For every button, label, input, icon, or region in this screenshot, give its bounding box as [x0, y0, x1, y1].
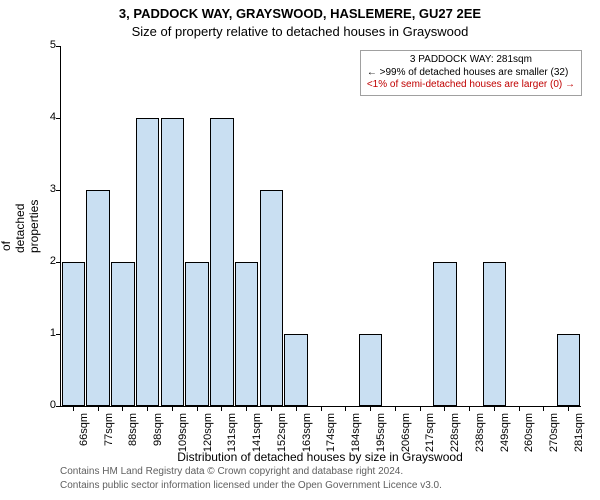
xtick-mark [172, 406, 173, 411]
xtick-label: 238sqm [474, 413, 486, 452]
histogram-bar [86, 190, 110, 406]
xtick-label: 228sqm [449, 413, 461, 452]
xtick-label: 66sqm [78, 413, 90, 446]
xtick-mark [543, 406, 544, 411]
legend-box: 3 PADDOCK WAY: 281sqm ← >99% of detached… [360, 50, 582, 96]
xtick-mark [147, 406, 148, 411]
histogram-bar [557, 334, 581, 406]
histogram-bar [260, 190, 284, 406]
xtick-label: 270sqm [548, 413, 560, 452]
ytick-mark [56, 406, 61, 407]
ytick-mark [56, 46, 61, 47]
xtick-label: 77sqm [103, 413, 115, 446]
ytick-mark [56, 118, 61, 119]
footer-line2: Contains public sector information licen… [60, 480, 442, 491]
xtick-label: 195sqm [375, 413, 387, 452]
xtick-mark [420, 406, 421, 411]
xtick-label: 163sqm [301, 413, 313, 452]
ytick-mark [56, 262, 61, 263]
xtick-label: 109sqm [177, 413, 189, 452]
histogram-bar [210, 118, 234, 406]
xtick-label: 152sqm [276, 413, 288, 452]
xtick-label: 141sqm [251, 413, 263, 452]
xtick-label: 249sqm [499, 413, 511, 452]
xtick-label: 281sqm [573, 413, 585, 452]
xtick-mark [444, 406, 445, 411]
xtick-mark [246, 406, 247, 411]
ytick-mark [56, 190, 61, 191]
xtick-mark [221, 406, 222, 411]
chart-title-line1: 3, PADDOCK WAY, GRAYSWOOD, HASLEMERE, GU… [0, 6, 600, 21]
xtick-label: 98sqm [152, 413, 164, 446]
xtick-mark [271, 406, 272, 411]
xtick-mark [345, 406, 346, 411]
xtick-mark [494, 406, 495, 411]
xtick-label: 131sqm [226, 413, 238, 452]
plot-area: 01234566sqm77sqm88sqm98sqm109sqm120sqm13… [60, 46, 581, 407]
histogram-bar [185, 262, 209, 406]
xtick-label: 184sqm [350, 413, 362, 452]
xtick-mark [568, 406, 569, 411]
footer-line1: Contains HM Land Registry data © Crown c… [60, 466, 403, 477]
xtick-label: 174sqm [326, 413, 338, 452]
histogram-bar [136, 118, 160, 406]
xtick-label: 260sqm [524, 413, 536, 452]
xtick-mark [395, 406, 396, 411]
xtick-mark [98, 406, 99, 411]
xtick-label: 206sqm [400, 413, 412, 452]
xtick-mark [519, 406, 520, 411]
histogram-bar [433, 262, 457, 406]
histogram-bar [62, 262, 86, 406]
ytick-label: 3 [26, 183, 56, 195]
ytick-label: 5 [26, 39, 56, 51]
ytick-label: 2 [26, 255, 56, 267]
x-axis-label: Distribution of detached houses by size … [0, 450, 600, 464]
histogram-bar [483, 262, 507, 406]
ytick-label: 1 [26, 327, 56, 339]
xtick-mark [296, 406, 297, 411]
xtick-mark [73, 406, 74, 411]
histogram-bar [359, 334, 383, 406]
chart-container: 3, PADDOCK WAY, GRAYSWOOD, HASLEMERE, GU… [0, 0, 600, 500]
legend-title: 3 PADDOCK WAY: 281sqm [367, 54, 575, 67]
legend-line1: ← >99% of detached houses are smaller (3… [367, 67, 575, 80]
chart-title-line2: Size of property relative to detached ho… [0, 24, 600, 39]
y-axis-label: Number of detached properties [0, 239, 41, 253]
xtick-label: 217sqm [425, 413, 437, 452]
histogram-bar [161, 118, 185, 406]
xtick-label: 88sqm [127, 413, 139, 446]
xtick-mark [197, 406, 198, 411]
xtick-mark [469, 406, 470, 411]
histogram-bar [235, 262, 259, 406]
histogram-bar [284, 334, 308, 406]
xtick-label: 120sqm [202, 413, 214, 452]
histogram-bar [111, 262, 135, 406]
ytick-mark [56, 334, 61, 335]
ytick-label: 0 [26, 399, 56, 411]
ytick-label: 4 [26, 111, 56, 123]
legend-line2: <1% of semi-detached houses are larger (… [367, 79, 575, 92]
xtick-mark [321, 406, 322, 411]
xtick-mark [122, 406, 123, 411]
xtick-mark [370, 406, 371, 411]
